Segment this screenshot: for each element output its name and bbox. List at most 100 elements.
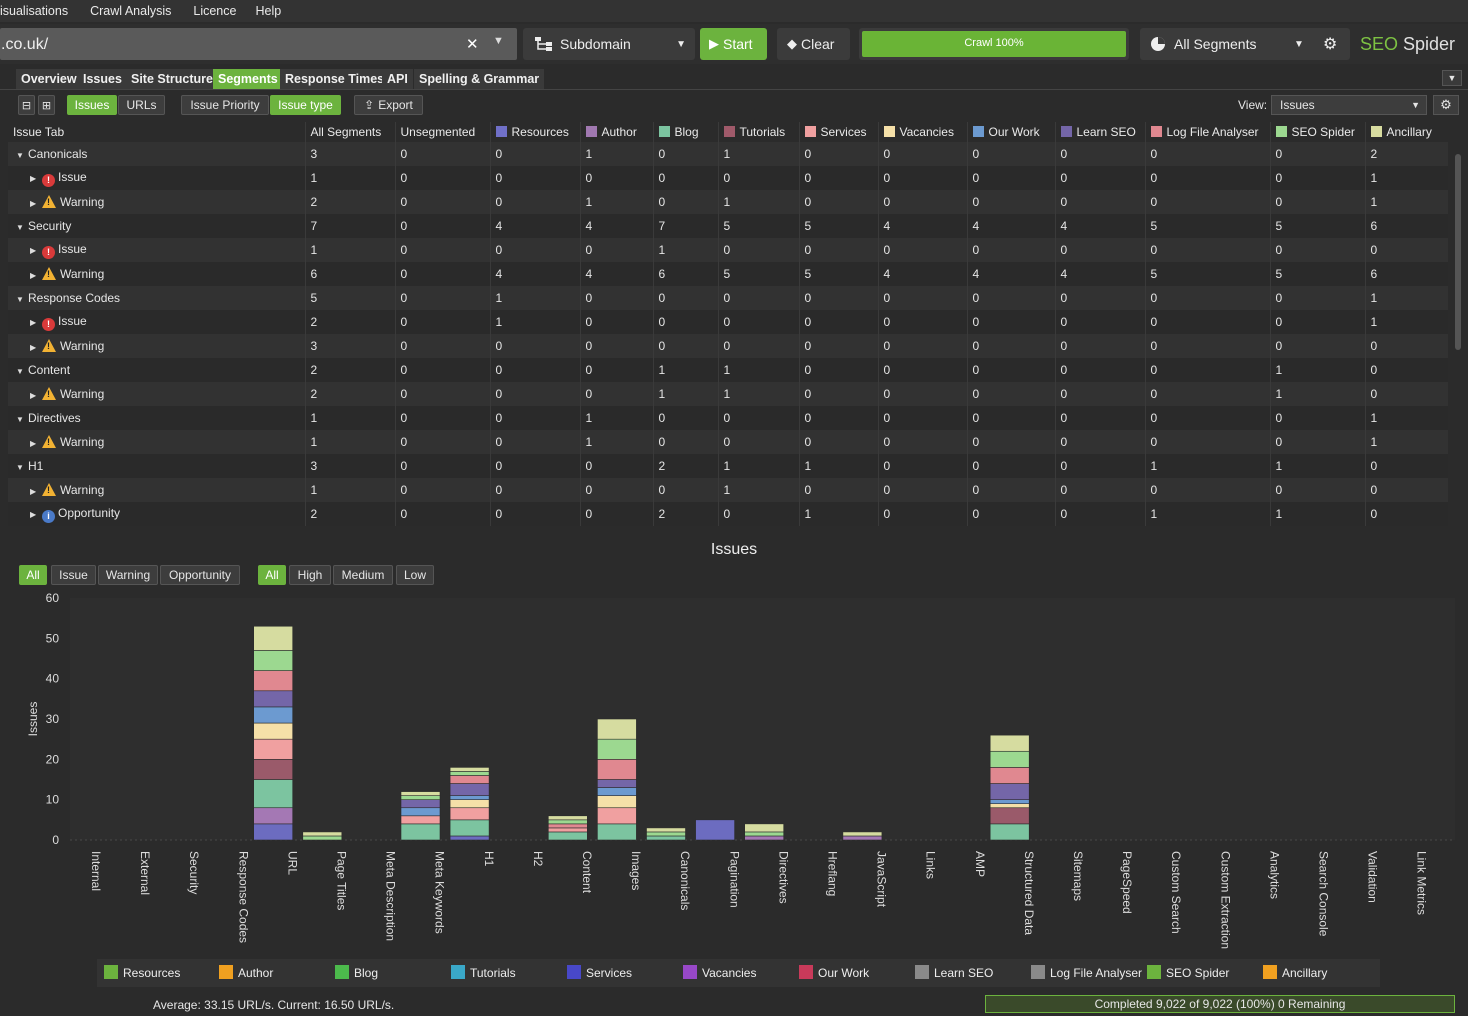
export-button[interactable]: ⇪ Export bbox=[354, 95, 423, 115]
table-row[interactable]: ▼ Directives 1 0 0 1 0 0 0 0 0 0 0 0 1 bbox=[8, 406, 1448, 430]
expand-triangle-icon[interactable]: ▶ bbox=[30, 271, 37, 280]
expand-triangle-icon[interactable]: ▶ bbox=[30, 391, 37, 400]
menu-licence[interactable]: Licence bbox=[193, 4, 237, 18]
column-header-vacancies[interactable]: Vacancies bbox=[878, 122, 968, 142]
bar-segment bbox=[597, 718, 637, 740]
expand-triangle-icon[interactable]: ▶ bbox=[30, 173, 37, 183]
table-row[interactable]: ▼ Response Codes 5 0 1 0 0 0 0 0 0 0 0 0 1 bbox=[8, 286, 1448, 310]
column-header-our-work[interactable]: Our Work bbox=[967, 122, 1056, 142]
menu-crawl-analysis[interactable]: Crawl Analysis bbox=[90, 4, 172, 18]
clear-button[interactable]: ◆ Clear bbox=[777, 28, 850, 60]
filter-priority-high[interactable]: High bbox=[289, 565, 331, 585]
cell-tutorials: 1 bbox=[718, 142, 800, 166]
view-settings-gear-icon[interactable]: ⚙ bbox=[1433, 95, 1459, 115]
collapse-triangle-icon[interactable]: ▼ bbox=[16, 295, 24, 304]
url-history-dropdown-icon[interactable]: ▼ bbox=[493, 35, 504, 47]
column-header-label: Blog bbox=[674, 125, 699, 139]
expand-triangle-icon[interactable]: ▶ bbox=[30, 343, 37, 352]
urls-toggle[interactable]: URLs bbox=[118, 95, 165, 115]
row-label: Warning bbox=[60, 195, 105, 209]
chart-title: Issues bbox=[710, 541, 758, 558]
expand-triangle-icon[interactable]: ▶ bbox=[30, 199, 37, 208]
column-header-resources[interactable]: Resources bbox=[490, 122, 581, 142]
table-row[interactable]: ▶! Issue 1 0 0 0 0 0 0 0 0 0 0 0 1 bbox=[8, 166, 1448, 190]
cell-vacancies: 0 bbox=[878, 430, 968, 454]
collapse-triangle-icon[interactable]: ▼ bbox=[16, 463, 24, 472]
collapse-triangle-icon[interactable]: ▼ bbox=[16, 223, 24, 232]
table-row[interactable]: ▶! Issue 1 0 0 0 1 0 0 0 0 0 0 0 0 bbox=[8, 238, 1448, 262]
column-header-unsegmented[interactable]: Unsegmented bbox=[395, 122, 491, 142]
tab-overview[interactable]: Overview bbox=[16, 69, 82, 89]
issue-type-toggle[interactable]: Issue type bbox=[270, 95, 341, 115]
clear-url-icon[interactable]: ✕ bbox=[466, 36, 479, 53]
issues-toggle[interactable]: Issues bbox=[67, 95, 117, 115]
table-body: ▼ Canonicals 3 0 0 1 0 1 0 0 0 0 0 0 2 ▶! Issue 1 0 0 0 0 0 0 0 0… bbox=[8, 142, 1448, 526]
collapse-triangle-icon[interactable]: ▼ bbox=[16, 367, 24, 376]
collapse-triangle-icon[interactable]: ▼ bbox=[16, 415, 24, 424]
gear-icon[interactable]: ⚙ bbox=[1323, 36, 1338, 53]
table-scrollbar[interactable] bbox=[1452, 140, 1464, 526]
expand-triangle-icon[interactable]: ▶ bbox=[30, 509, 37, 519]
scrollbar-thumb[interactable] bbox=[1455, 154, 1461, 350]
tabs-overflow-icon[interactable]: ▼ bbox=[1442, 70, 1462, 86]
filter-priority-all[interactable]: All bbox=[258, 565, 286, 585]
cell-author: 0 bbox=[580, 286, 654, 310]
filter-priority-low[interactable]: Low bbox=[396, 565, 434, 585]
tab-site-structure[interactable]: Site Structure bbox=[126, 69, 218, 89]
issue-priority-toggle[interactable]: Issue Priority bbox=[181, 95, 269, 115]
column-header-ancillary[interactable]: Ancillary bbox=[1365, 122, 1448, 142]
collapse-all-icon[interactable]: ⊟ bbox=[18, 95, 35, 115]
x-tick-label: Meta Keywords bbox=[433, 851, 447, 934]
tab-segments[interactable]: Segments bbox=[213, 69, 283, 89]
table-row[interactable]: ▼ Security 7 0 4 4 7 5 5 4 4 4 5 5 6 bbox=[8, 214, 1448, 238]
column-header-label: SEO Spider bbox=[1291, 125, 1355, 139]
tab-response-times[interactable]: Response Times bbox=[280, 69, 390, 89]
menu-help[interactable]: Help bbox=[255, 4, 282, 18]
view-value: Issues bbox=[1280, 98, 1315, 112]
start-button[interactable]: ▶ Start bbox=[700, 28, 767, 60]
expand-triangle-icon[interactable]: ▶ bbox=[30, 487, 37, 496]
table-row[interactable]: ▼ Content 2 0 0 0 1 1 0 0 0 0 0 1 0 bbox=[8, 358, 1448, 382]
column-header-tutorials[interactable]: Tutorials bbox=[718, 122, 800, 142]
tab-spelling-grammar[interactable]: Spelling & Grammar bbox=[414, 69, 545, 89]
table-row[interactable]: ▼ Canonicals 3 0 0 1 0 1 0 0 0 0 0 0 2 bbox=[8, 142, 1448, 166]
column-header-seo-spider[interactable]: SEO Spider bbox=[1270, 122, 1366, 142]
url-input[interactable]: .co.uk/ ✕ ▼ bbox=[0, 28, 517, 60]
row-label: Issue bbox=[58, 169, 87, 184]
cell-all-segments: 6 bbox=[305, 262, 396, 286]
filter-type-opportunity[interactable]: Opportunity bbox=[160, 565, 240, 585]
mode-select[interactable]: Subdomain ▼ bbox=[523, 28, 695, 60]
expand-all-icon[interactable]: ⊞ bbox=[38, 95, 55, 115]
column-header-issue-tab[interactable]: Issue Tab bbox=[8, 122, 306, 142]
expand-triangle-icon[interactable]: ▶ bbox=[30, 245, 37, 255]
column-header-log-file-analyser[interactable]: Log File Analyser bbox=[1145, 122, 1271, 142]
view-select[interactable]: Issues ▼ bbox=[1271, 95, 1427, 115]
filter-type-issue[interactable]: Issue bbox=[51, 565, 96, 585]
segments-select[interactable]: All Segments ▼ ⚙ bbox=[1140, 28, 1350, 60]
filter-type-all[interactable]: All bbox=[19, 565, 47, 585]
column-header-learn-seo[interactable]: Learn SEO bbox=[1055, 122, 1146, 142]
filter-priority-medium[interactable]: Medium bbox=[333, 565, 393, 585]
x-tick-label: Page Titles bbox=[335, 851, 349, 910]
expand-triangle-icon[interactable]: ▶ bbox=[30, 439, 37, 448]
table-row[interactable]: ▶ i Opportunity 2 0 0 0 2 0 1 0 0 0 1 1 0 bbox=[8, 502, 1448, 526]
column-header-author[interactable]: Author bbox=[580, 122, 654, 142]
tab-api[interactable]: API bbox=[382, 69, 413, 89]
menu-visualisations[interactable]: isualisations bbox=[0, 4, 69, 18]
table-row[interactable]: ▶! Issue 2 0 1 0 0 0 0 0 0 0 0 0 1 bbox=[8, 310, 1448, 334]
cell-ancillary: 1 bbox=[1365, 166, 1448, 190]
filter-type-warning[interactable]: Warning bbox=[98, 565, 158, 585]
column-header-blog[interactable]: Blog bbox=[653, 122, 719, 142]
column-header-services[interactable]: Services bbox=[799, 122, 879, 142]
expand-triangle-icon[interactable]: ▶ bbox=[30, 317, 37, 327]
collapse-triangle-icon[interactable]: ▼ bbox=[16, 151, 24, 160]
tab-issues[interactable]: Issues bbox=[78, 69, 127, 89]
column-header-all-segments[interactable]: All Segments bbox=[305, 122, 396, 142]
table-row[interactable]: ▼ H1 3 0 0 0 2 1 1 0 0 0 1 1 0 bbox=[8, 454, 1448, 478]
